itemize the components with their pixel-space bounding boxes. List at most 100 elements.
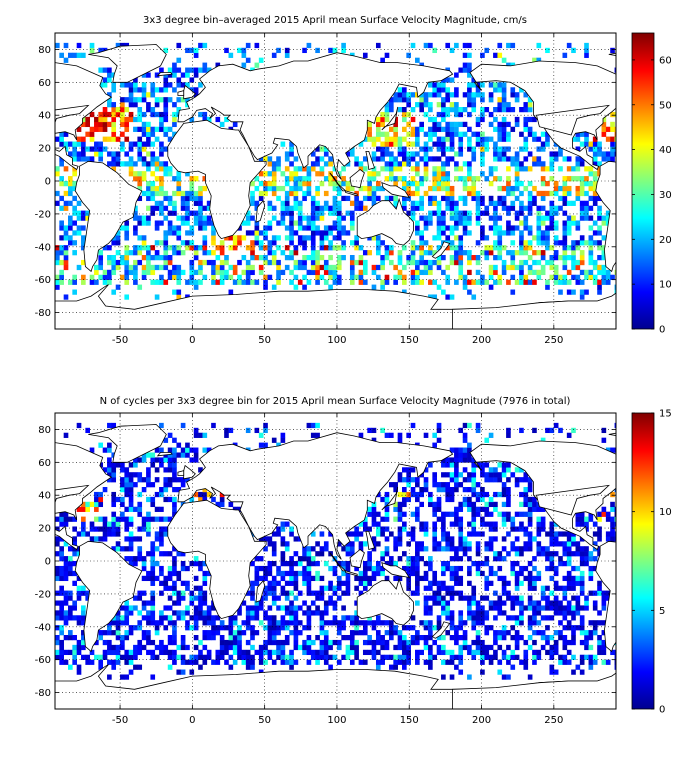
heatmap-cell [159,570,164,577]
heatmap-cell [85,427,90,434]
heatmap-cell [146,264,151,271]
heatmap-cell [133,171,138,177]
heatmap-cell [506,121,511,128]
heatmap-cell [115,151,121,157]
heatmap-cell [592,590,598,596]
heatmap-cell [163,580,169,586]
heatmap-cell [415,274,420,280]
heatmap-cell [397,541,403,547]
heatmap-cell [98,501,104,508]
heatmap-cell [163,126,169,132]
heatmap-cell [566,600,572,606]
heatmap-cell [497,600,503,606]
heatmap-cell [163,161,169,167]
heatmap-cell [514,467,520,473]
heatmap-cell [128,630,134,636]
heatmap-cell [306,185,312,192]
heatmap-cell [120,496,125,503]
heatmap-cell [211,250,216,256]
heatmap-cell [336,561,342,567]
heatmap-cell [510,615,516,621]
heatmap-cell [523,659,529,665]
heatmap-cell [341,654,346,660]
heatmap-cell [579,240,585,246]
heatmap-cell [128,659,134,665]
heatmap-cell [237,649,242,656]
heatmap-cell [133,77,138,83]
heatmap-cell [597,644,602,651]
heatmap-cell [202,67,208,73]
heatmap-cell [397,437,403,443]
heatmap-cell [397,107,403,113]
heatmap-cell [367,580,372,586]
coastline [381,106,399,131]
heatmap-cell [471,501,477,508]
heatmap-cell [488,215,494,221]
heatmap-cell [297,235,303,241]
heatmap-cell [575,146,581,152]
heatmap-cell [545,245,550,251]
heatmap-cell [133,161,138,167]
heatmap-cell [319,575,325,582]
heatmap-cell [185,210,190,216]
heatmap-cell [601,235,607,241]
heatmap-cell [484,462,490,468]
heatmap-cell [410,245,416,251]
heatmap-cell [202,220,208,226]
heatmap-cell [306,235,312,241]
heatmap-cell [345,649,351,656]
heatmap-cell [55,190,60,197]
heatmap-cell [501,521,507,527]
heatmap-cell [497,126,503,132]
heatmap-cell [467,97,472,103]
heatmap-cell [362,541,368,547]
heatmap-cell [267,274,273,280]
heatmap-cell [271,639,277,646]
heatmap-cell [579,259,585,266]
heatmap-cell [124,600,130,606]
heatmap-cell [206,635,212,641]
heatmap-cell [185,477,190,483]
heatmap-cell [336,245,342,251]
chart-2-x-ticks: -50 0 50 100 150 200 250 [112,413,563,726]
heatmap-cell [497,605,503,611]
heatmap-cell [523,501,529,508]
heatmap-cell [150,605,156,611]
heatmap-cell [163,457,169,463]
heatmap-cell [506,230,511,236]
heatmap-cell [454,462,459,468]
heatmap-cell [254,220,260,226]
heatmap-cell [605,136,611,142]
heatmap-cell [302,47,307,54]
heatmap-cell [501,269,507,276]
heatmap-cell [419,62,424,68]
heatmap-cell [193,195,199,202]
coastline [156,72,173,77]
heatmap-cell [584,42,589,49]
heatmap-cell [566,620,572,626]
heatmap-cell [419,102,424,108]
heatmap-cell [592,185,598,192]
heatmap-cell [458,67,464,73]
heatmap-cell [150,556,156,562]
heatmap-cell [107,279,112,285]
heatmap-cell [375,181,381,187]
heatmap-cell [319,235,325,241]
heatmap-cell [336,625,342,631]
heatmap-cell [462,215,468,221]
heatmap-cell [55,570,60,577]
heatmap-cell [55,551,60,557]
heatmap-cell [458,482,464,488]
heatmap-cell [315,264,320,271]
heatmap-cell [605,156,611,162]
heatmap-cell [128,141,134,147]
heatmap-cell [553,600,559,606]
heatmap-cell [280,536,286,542]
heatmap-cell [579,546,585,552]
heatmap-cell [454,151,459,157]
heatmap-cell [497,575,503,582]
heatmap-cell [124,659,130,665]
heatmap-cell [497,245,503,251]
heatmap-cell [198,259,203,266]
heatmap-cell [423,156,429,162]
